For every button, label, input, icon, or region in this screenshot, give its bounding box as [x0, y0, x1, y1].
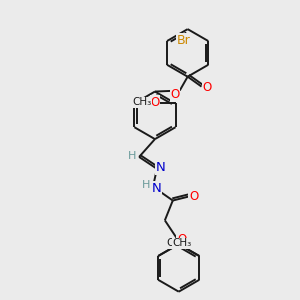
Text: CH₃: CH₃ [172, 238, 191, 248]
Text: CH₃: CH₃ [132, 98, 152, 107]
Text: N: N [156, 161, 166, 174]
Text: O: O [189, 190, 198, 203]
Text: Br: Br [177, 34, 191, 46]
Text: N: N [152, 182, 162, 195]
Text: O: O [203, 81, 212, 94]
Text: CH₃: CH₃ [166, 238, 185, 248]
Text: H: H [128, 151, 136, 161]
Text: H: H [142, 180, 150, 190]
Text: O: O [150, 96, 159, 109]
Text: O: O [177, 233, 186, 246]
Text: O: O [170, 88, 179, 101]
